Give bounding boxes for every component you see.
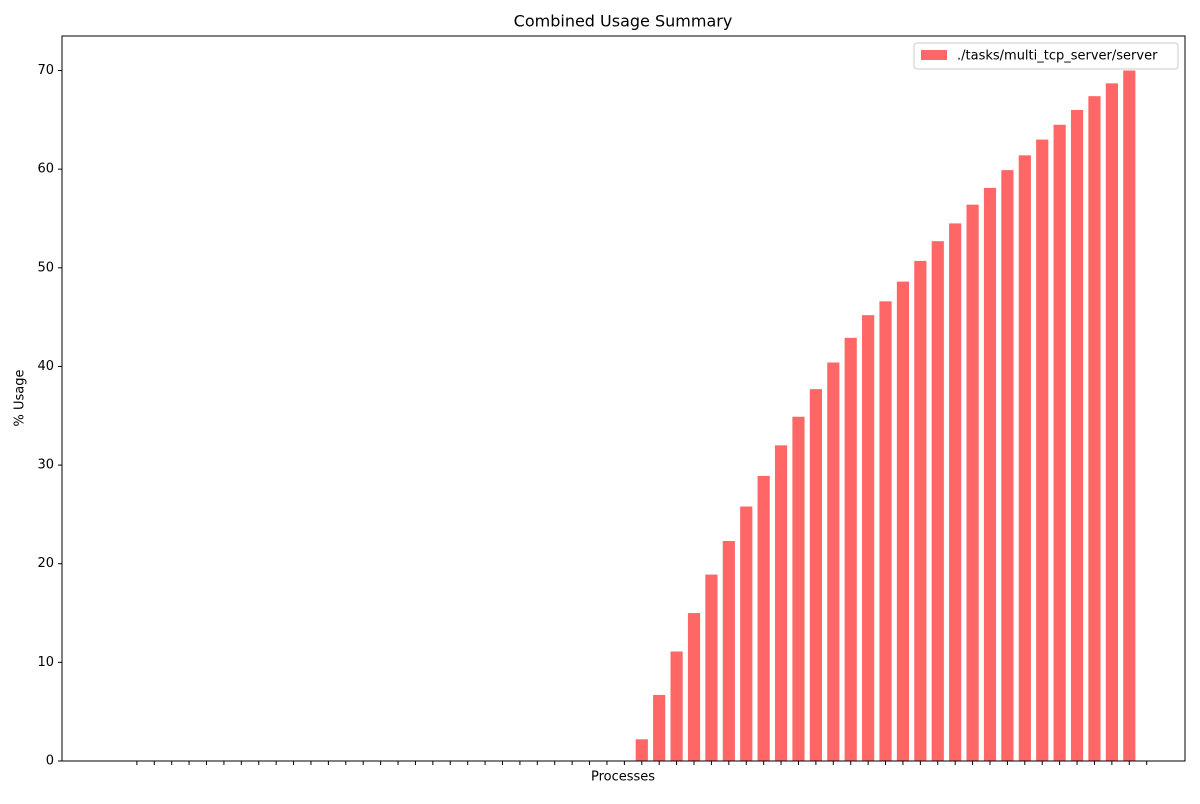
chart-title: Combined Usage Summary <box>514 12 733 31</box>
y-tick-label: 60 <box>37 162 54 177</box>
plot-frame <box>61 35 1186 762</box>
bar <box>1123 70 1136 762</box>
bar <box>774 445 788 761</box>
bar <box>653 694 666 761</box>
y-tick-label: 70 <box>37 63 54 78</box>
bar <box>1105 83 1118 762</box>
y-tick-label: 40 <box>37 359 54 374</box>
y-tick-label: 20 <box>37 556 54 571</box>
bar <box>1036 139 1049 762</box>
bar <box>1070 109 1084 761</box>
bar <box>809 389 822 761</box>
legend-label: ./tasks/multi_tcp_server/server <box>957 49 1158 64</box>
bar <box>1001 170 1014 761</box>
bar <box>949 223 962 761</box>
x-axis-label: Processes <box>591 770 655 785</box>
bar <box>966 204 979 761</box>
y-axis-label: % Usage <box>13 370 28 427</box>
bar <box>879 301 892 761</box>
bar <box>827 362 840 761</box>
bar <box>740 506 753 761</box>
bar <box>687 613 701 761</box>
bar <box>722 541 735 761</box>
bar <box>983 187 997 761</box>
bar <box>757 475 770 761</box>
bar <box>792 416 805 761</box>
legend-box <box>913 42 1179 70</box>
bar <box>1018 155 1031 761</box>
bar <box>862 315 875 761</box>
y-tick-label: 30 <box>37 458 54 473</box>
y-tick-label: 10 <box>37 655 54 670</box>
legend-swatch <box>921 50 947 60</box>
bar <box>1088 96 1101 762</box>
bar <box>914 260 927 761</box>
bar <box>1053 124 1066 761</box>
bar <box>705 574 718 761</box>
bar <box>670 651 683 761</box>
bar <box>844 337 857 761</box>
bar <box>635 739 648 761</box>
y-tick-label: 0 <box>46 754 54 769</box>
y-tick-label: 50 <box>37 260 54 275</box>
bar <box>896 281 910 761</box>
bar <box>931 241 944 762</box>
